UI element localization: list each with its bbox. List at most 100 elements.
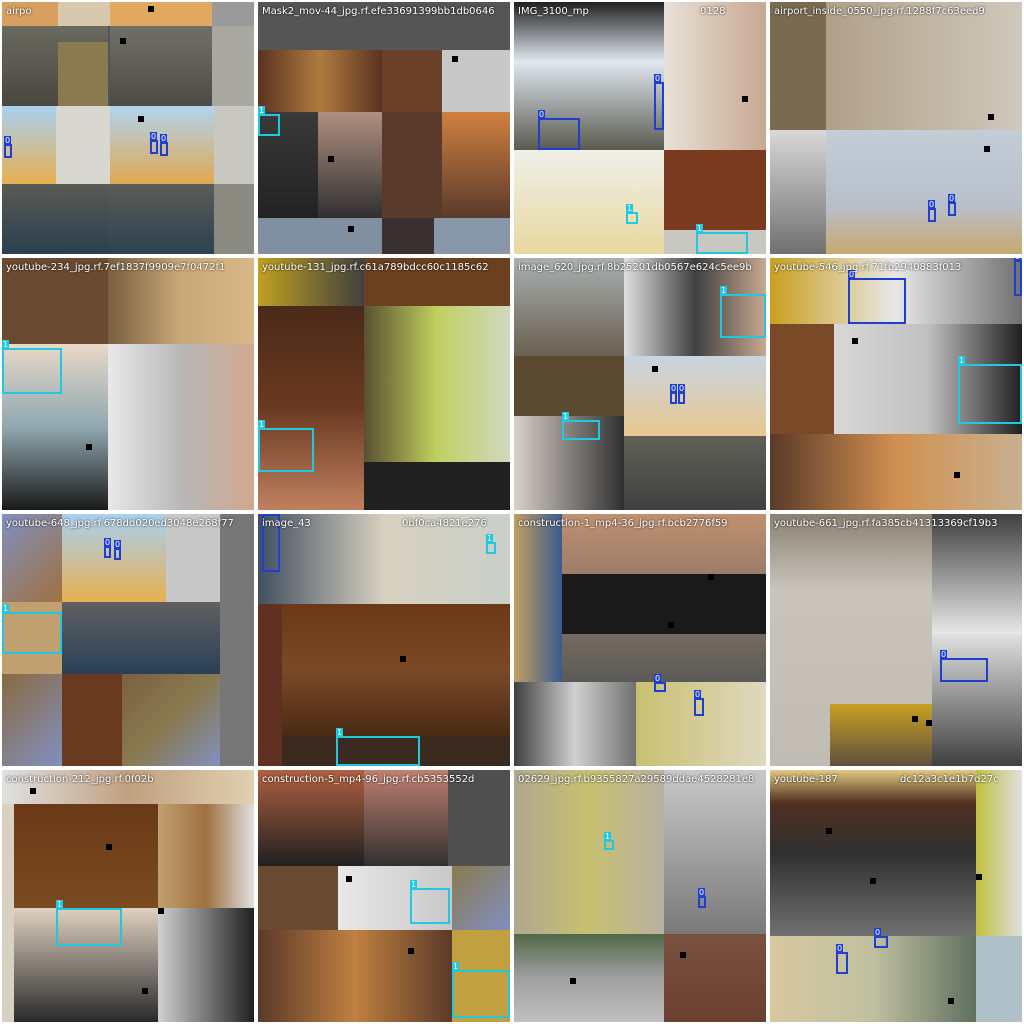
dot-marker bbox=[984, 146, 990, 152]
box-label: 0 bbox=[940, 650, 948, 659]
image-patch bbox=[56, 106, 110, 184]
image-patch bbox=[2, 674, 62, 766]
tile-caption: 02629_jpg.rf.b9355827a29589ddae4528281e8 bbox=[518, 774, 755, 785]
box-label: 1 bbox=[452, 962, 460, 971]
image-patch bbox=[364, 306, 510, 462]
image-patch bbox=[382, 218, 434, 254]
image-patch bbox=[514, 514, 562, 682]
box-label: 1 bbox=[336, 728, 344, 737]
image-patch bbox=[110, 2, 212, 26]
image-patch bbox=[58, 2, 110, 26]
image-patch bbox=[2, 344, 108, 510]
box-label: 0 bbox=[160, 134, 168, 143]
dot-marker bbox=[948, 998, 954, 1004]
image-patch bbox=[770, 324, 834, 434]
dot-marker bbox=[570, 978, 576, 984]
image-patch bbox=[214, 184, 254, 254]
bounding-box: 0 bbox=[848, 270, 906, 324]
dot-marker bbox=[138, 116, 144, 122]
bounding-box: 0 bbox=[150, 132, 158, 154]
box-label: 0 bbox=[928, 200, 936, 209]
image-patch bbox=[58, 42, 108, 106]
tile-caption: construction-1_mp4-36_jpg.rf.bcb2776f59 bbox=[518, 518, 728, 529]
mosaic-tile: 0 youtube-661_jpg.rf.fa385cb41313369cf19… bbox=[770, 514, 1022, 766]
bounding-box: 0 bbox=[670, 384, 678, 404]
bounding-box: 0 bbox=[948, 194, 956, 216]
dot-marker bbox=[400, 656, 406, 662]
dot-marker bbox=[826, 828, 832, 834]
mosaic-tile: 1 Mask2_mov-44_jpg.rf.efe33691399bb1db06… bbox=[258, 2, 510, 254]
dot-marker bbox=[30, 788, 36, 794]
box-label: 0 bbox=[670, 384, 678, 393]
box-label: 0 bbox=[678, 384, 686, 393]
bounding-box: 0 bbox=[654, 74, 664, 130]
tile-caption: construction-5_mp4-96_jpg.rf.cb5353552d bbox=[262, 774, 475, 785]
image-patch bbox=[258, 866, 338, 930]
mosaic-tile: 1 youtube-234_jpg.rf.7ef1837f9909e7f0472… bbox=[2, 258, 254, 510]
image-patch bbox=[514, 150, 664, 254]
box-label: 1 bbox=[696, 224, 704, 233]
mosaic-tile: 0 0 airport_inside_0550_jpg.rf.1288f7c63… bbox=[770, 2, 1022, 254]
image-patch bbox=[452, 930, 510, 1022]
dot-marker bbox=[680, 952, 686, 958]
bounding-box: 0 bbox=[1014, 258, 1022, 296]
box-label: 1 bbox=[2, 604, 10, 613]
dot-marker bbox=[158, 908, 164, 914]
bounding-box: 1 bbox=[2, 604, 62, 654]
mosaic-tile: 1 0 0 1 image_620_jpg.rf.8b25201db0567e6… bbox=[514, 258, 766, 510]
image-patch bbox=[770, 770, 976, 936]
dot-marker bbox=[926, 720, 932, 726]
tile-caption: airport_inside_0550_jpg.rf.1288f7c63eed9 bbox=[774, 6, 985, 17]
image-patch bbox=[110, 106, 214, 184]
image-patch bbox=[664, 230, 766, 254]
dot-marker bbox=[452, 56, 458, 62]
tile-caption: Mask2_mov-44_jpg.rf.efe33691399bb1db0646 bbox=[262, 6, 495, 17]
image-patch bbox=[514, 682, 636, 766]
image-patch bbox=[318, 112, 382, 218]
bounding-box: 0 bbox=[698, 888, 706, 908]
bounding-box: 1 bbox=[2, 340, 62, 394]
image-patch bbox=[2, 770, 254, 804]
image-patch bbox=[976, 770, 1022, 936]
image-patch bbox=[452, 866, 510, 930]
bounding-box: 0 bbox=[694, 690, 704, 716]
image-patch bbox=[212, 2, 254, 26]
box-label: 1 bbox=[410, 880, 418, 889]
bounding-box: 0 bbox=[654, 674, 666, 692]
dot-marker bbox=[742, 96, 748, 102]
image-patch bbox=[624, 258, 766, 356]
dot-marker bbox=[988, 114, 994, 120]
image-patch bbox=[258, 258, 364, 306]
box-label: 0 bbox=[948, 194, 956, 203]
tile-caption: airpo bbox=[6, 6, 32, 17]
dot-marker bbox=[668, 622, 674, 628]
dot-marker bbox=[852, 338, 858, 344]
box-label: 0 bbox=[4, 136, 12, 145]
image-patch bbox=[258, 218, 382, 254]
image-patch bbox=[62, 674, 122, 766]
dot-marker bbox=[120, 38, 126, 44]
image-patch bbox=[2, 258, 108, 344]
mosaic-tile: 1 construction-212_jpg.rf.0f02b bbox=[2, 770, 254, 1022]
bounding-box: 1 bbox=[486, 534, 496, 554]
image-patch bbox=[338, 866, 452, 930]
box-label: 0 bbox=[104, 538, 112, 547]
image-patch bbox=[108, 258, 254, 344]
tile-caption: image_620_jpg.rf.8b25201db0567e624c5ee9b bbox=[518, 262, 752, 273]
bounding-box: 0 bbox=[160, 134, 168, 156]
image-patch bbox=[2, 2, 58, 26]
box-label: 0 bbox=[836, 944, 844, 953]
image-patch bbox=[562, 574, 766, 634]
image-patch bbox=[258, 604, 282, 766]
bounding-box: 1 bbox=[258, 420, 314, 472]
bounding-box: 0 bbox=[940, 650, 988, 682]
bounding-box: 1 bbox=[604, 832, 614, 850]
dot-marker bbox=[86, 444, 92, 450]
box-label: 1 bbox=[2, 340, 10, 349]
box-label: 0 bbox=[698, 888, 706, 897]
box-label: 0 bbox=[150, 132, 158, 141]
image-patch bbox=[220, 514, 254, 766]
image-patch bbox=[382, 112, 442, 218]
image-patch bbox=[434, 218, 510, 254]
image-patch bbox=[442, 112, 510, 218]
